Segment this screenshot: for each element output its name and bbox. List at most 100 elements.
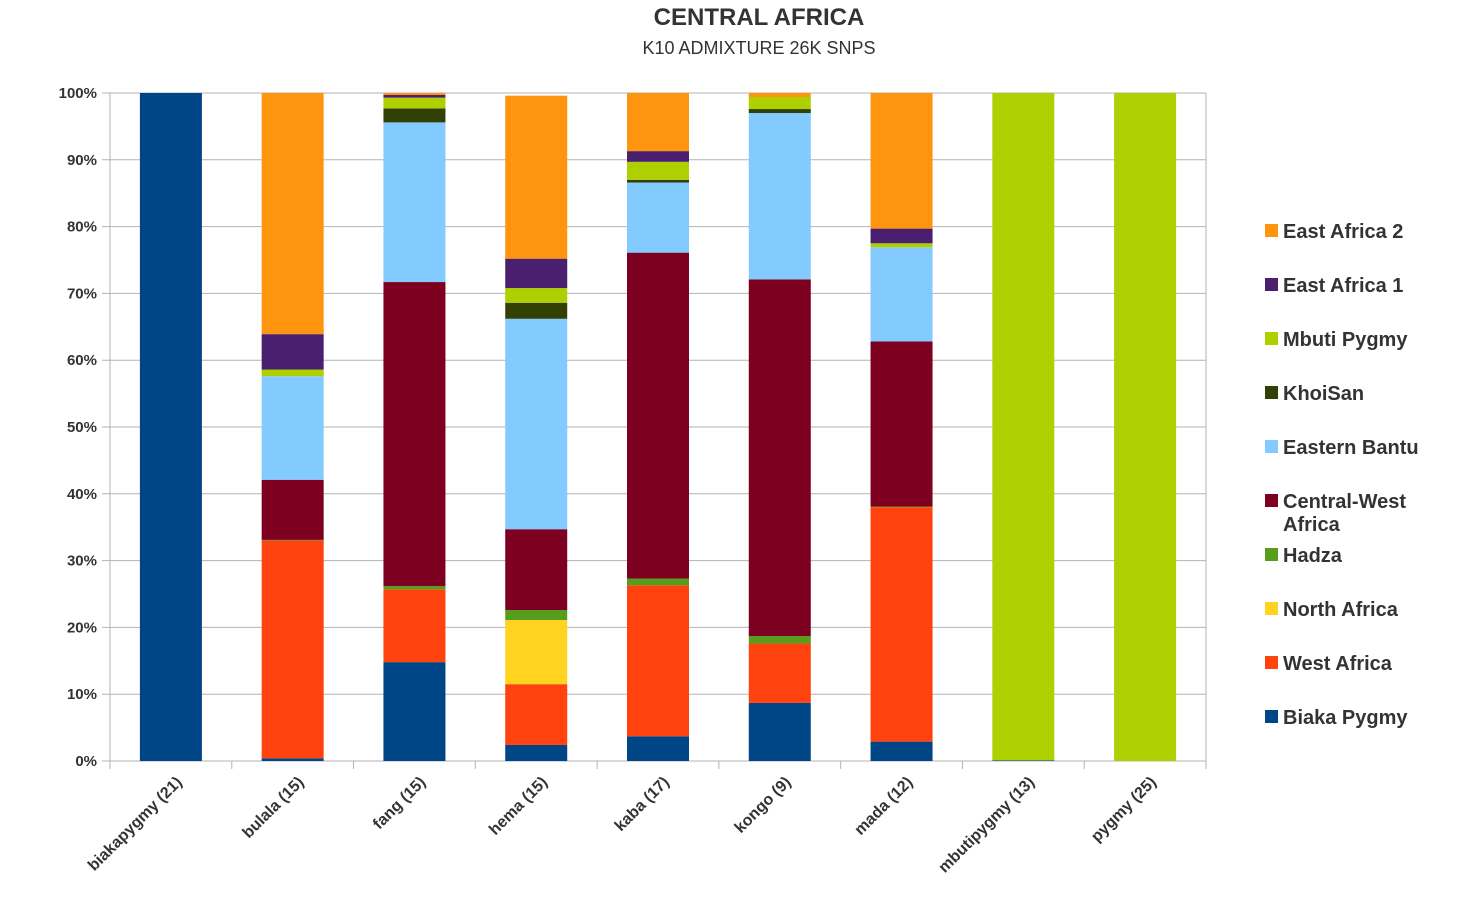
x-tick-label: biakapygmy (21) xyxy=(85,774,186,875)
y-tick-label: 10% xyxy=(67,686,97,703)
x-tick-label: bulala (15) xyxy=(240,774,308,842)
chart-title: CENTRAL AFRICA xyxy=(654,4,865,31)
bar-segment xyxy=(261,376,324,480)
y-tick-label: 60% xyxy=(67,352,97,369)
legend-swatch xyxy=(1265,710,1278,723)
legend-label: East Africa 2 xyxy=(1283,221,1403,243)
legend-label: North Africa xyxy=(1283,599,1399,621)
bar-segment xyxy=(748,97,811,110)
bar-segment xyxy=(870,507,933,742)
bar-segment xyxy=(748,109,811,114)
bar-segment xyxy=(627,252,689,579)
x-tick-label: mbutipygmy (13) xyxy=(936,774,1039,877)
bar-segment xyxy=(505,620,568,685)
y-tick-label: 20% xyxy=(67,619,97,636)
bar-segment xyxy=(505,744,568,761)
bar-segment xyxy=(505,610,568,621)
x-tick-label: pygmy (25) xyxy=(1088,774,1160,846)
x-tick-label: kaba (17) xyxy=(612,774,673,835)
bar-segment xyxy=(383,589,446,663)
y-tick-label: 90% xyxy=(67,152,97,169)
legend-swatch xyxy=(1265,656,1278,669)
bar-segment xyxy=(870,93,933,229)
bar-segment xyxy=(383,95,446,98)
y-tick-label: 30% xyxy=(67,553,97,570)
bars xyxy=(139,93,1177,761)
legend: East Africa 2 East Africa 1 Mbuti Pygmy Kho… xyxy=(1265,221,1419,729)
bar-segment xyxy=(383,662,446,761)
bar-segment xyxy=(748,113,811,280)
bar-segment xyxy=(383,97,446,109)
bar-segment xyxy=(627,161,689,180)
bar-segment xyxy=(261,758,324,761)
bar-segment xyxy=(992,760,1055,761)
bar-segment xyxy=(139,93,202,761)
bar-segment xyxy=(505,318,568,530)
x-tick-label: mada (12) xyxy=(852,774,917,839)
bar-segment xyxy=(261,93,324,335)
y-axis-tick-labels: 0% 10% 20% 30% 40% 50% 60% 70% 80% 90% 100% xyxy=(59,85,97,770)
x-axis-tick-labels: biakapygmy (21) bulala (15) fang (15) hema … xyxy=(85,774,1160,877)
y-tick-label: 40% xyxy=(67,486,97,503)
bar-segment xyxy=(383,282,446,586)
legend-label: KhoiSan xyxy=(1283,383,1364,405)
legend-swatch xyxy=(1265,386,1278,399)
bar-segment xyxy=(505,258,568,289)
bar-segment xyxy=(748,643,811,703)
legend-label: Biaka Pygmy xyxy=(1283,707,1408,729)
bar-segment xyxy=(748,93,811,98)
bar-segment xyxy=(383,108,446,123)
legend-label: West Africa xyxy=(1283,653,1393,675)
legend-swatch xyxy=(1265,494,1278,507)
bar-segment xyxy=(383,93,446,96)
x-tick-label: hema (15) xyxy=(486,774,551,839)
y-tick-label: 80% xyxy=(67,219,97,236)
bar-segment xyxy=(261,539,324,541)
x-tick-label: kongo (9) xyxy=(732,774,795,837)
legend-label: Central-West Africa xyxy=(1283,491,1406,536)
bar-segment xyxy=(870,741,933,761)
bar-segment xyxy=(505,95,568,259)
legend-swatch xyxy=(1265,548,1278,561)
y-tick-label: 50% xyxy=(67,419,97,436)
bar-segment xyxy=(870,243,933,248)
x-tick-label: fang (15) xyxy=(370,774,429,833)
bar-segment xyxy=(627,578,689,586)
bar-segment xyxy=(627,151,689,162)
bar-segment xyxy=(1114,93,1177,761)
bar-segment xyxy=(870,247,933,342)
bar-segment xyxy=(261,334,324,370)
bar-segment xyxy=(505,529,568,611)
bar-segment xyxy=(505,684,568,745)
bar-segment xyxy=(627,585,689,737)
legend-label: Hadza xyxy=(1283,545,1343,567)
bar-segment xyxy=(627,179,689,183)
bar-segment xyxy=(748,279,811,637)
bar-segment xyxy=(383,122,446,283)
legend-swatch xyxy=(1265,602,1278,615)
bar-segment xyxy=(505,302,568,319)
y-tick-label: 0% xyxy=(75,753,97,770)
chart-subtitle: K10 ADMIXTURE 26K SNPS xyxy=(642,38,875,58)
legend-swatch xyxy=(1265,278,1278,291)
legend-swatch xyxy=(1265,440,1278,453)
y-tick-label: 100% xyxy=(59,85,97,102)
bar-segment xyxy=(992,93,1055,761)
bar-segment xyxy=(870,341,933,507)
bar-segment xyxy=(627,182,689,253)
bar-segment xyxy=(870,228,933,244)
bar-segment xyxy=(261,479,324,540)
bar-segment xyxy=(748,636,811,644)
legend-swatch xyxy=(1265,224,1278,237)
bar-segment xyxy=(261,369,324,377)
legend-label: Mbuti Pygmy xyxy=(1283,329,1408,351)
legend-swatch xyxy=(1265,332,1278,345)
bar-segment xyxy=(383,585,446,590)
axes xyxy=(109,93,1207,769)
bar-segment xyxy=(870,506,933,508)
bar-segment xyxy=(627,93,689,152)
legend-label: East Africa 1 xyxy=(1283,275,1403,297)
bar-segment xyxy=(261,540,324,759)
legend-label: Eastern Bantu xyxy=(1283,437,1419,459)
